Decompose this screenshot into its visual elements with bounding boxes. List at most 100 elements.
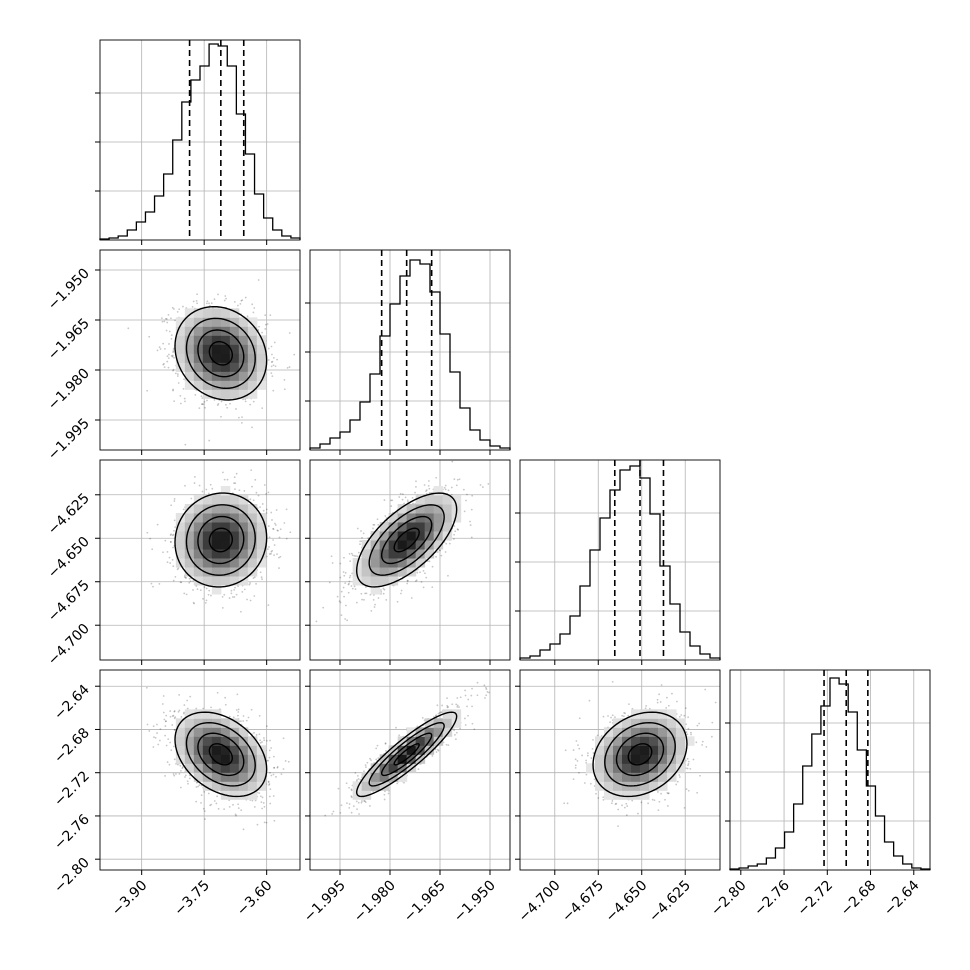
scatter-point xyxy=(267,347,270,350)
scatter-point xyxy=(438,549,441,551)
scatter-point xyxy=(431,586,434,589)
scatter-point xyxy=(267,604,270,607)
scatter-point xyxy=(202,403,205,406)
density-bin xyxy=(256,549,267,559)
density-bin xyxy=(220,380,231,390)
density-bin xyxy=(211,549,222,559)
density-bin xyxy=(247,362,258,372)
density-bin xyxy=(184,549,195,559)
density-bin xyxy=(229,531,240,541)
scatter-point xyxy=(283,379,286,381)
scatter-point xyxy=(168,353,170,356)
scatter-point xyxy=(279,555,282,558)
density-bin xyxy=(424,549,435,559)
density-bin xyxy=(370,531,381,541)
density-bin xyxy=(442,522,453,532)
scatter-point xyxy=(207,492,210,495)
scatter-point xyxy=(428,560,431,563)
scatter-point xyxy=(344,618,347,620)
scatter-point xyxy=(283,522,286,524)
density-bin xyxy=(370,549,381,559)
scatter-point xyxy=(349,574,352,577)
scatter-point xyxy=(163,362,165,365)
scatter-point xyxy=(270,345,273,348)
scatter-point xyxy=(248,583,251,586)
scatter-point xyxy=(415,480,417,483)
scatter-point xyxy=(229,402,231,405)
scatter-point xyxy=(173,308,175,310)
scatter-point xyxy=(422,586,425,589)
scatter-point xyxy=(359,543,361,546)
scatter-point xyxy=(322,606,325,609)
density-bin xyxy=(193,504,204,514)
scatter-point xyxy=(338,600,341,603)
scatter-point xyxy=(385,599,388,601)
panel-content xyxy=(100,670,300,870)
scatter-point xyxy=(354,588,357,591)
scatter-point xyxy=(201,403,204,406)
density-bin xyxy=(193,362,204,372)
density-bin xyxy=(220,344,231,354)
scatter-point xyxy=(285,537,288,540)
scatter-point xyxy=(428,487,431,490)
density-bin xyxy=(247,558,258,568)
scatter-point xyxy=(230,589,233,592)
density-bin xyxy=(220,308,231,318)
axes-frame xyxy=(309,249,511,451)
density-bin xyxy=(202,380,213,390)
scatter-point xyxy=(225,297,227,300)
density-bin xyxy=(256,531,267,541)
scatter-point xyxy=(193,602,196,605)
scatter-point xyxy=(169,534,172,537)
scatter-point xyxy=(390,499,392,502)
scatter-point xyxy=(195,585,198,587)
scatter-point xyxy=(233,596,236,598)
scatter-point xyxy=(384,515,387,517)
scatter-point xyxy=(163,366,166,369)
density-bin xyxy=(193,522,204,532)
scatter-point xyxy=(223,478,226,481)
density-bin xyxy=(256,362,267,372)
scatter-point xyxy=(268,546,270,548)
scatter-point xyxy=(271,549,274,552)
scatter-point xyxy=(165,744,168,747)
scatter-point xyxy=(244,296,247,299)
density-bin xyxy=(175,549,186,559)
density-bin xyxy=(370,576,381,586)
scatter-point xyxy=(273,544,276,546)
scatter-point xyxy=(289,531,292,534)
scatter-point xyxy=(243,588,246,591)
density-bin xyxy=(415,504,426,514)
scatter-point xyxy=(272,356,275,359)
scatter-point xyxy=(379,589,382,591)
scatter-point xyxy=(455,484,458,487)
density-bin xyxy=(388,567,399,577)
scatter-point xyxy=(240,421,243,424)
scatter-point xyxy=(415,579,418,582)
contour-level-1 xyxy=(197,329,245,378)
scatter-point xyxy=(380,593,382,595)
scatter-point xyxy=(270,372,273,375)
scatter-point xyxy=(172,388,175,391)
scatter-point xyxy=(221,595,224,598)
contour-level-0 xyxy=(208,527,233,553)
scatter-point xyxy=(425,489,428,492)
scatter-point xyxy=(173,710,176,713)
density-bin xyxy=(175,513,186,523)
scatter-point xyxy=(349,560,352,563)
scatter-point xyxy=(451,460,454,463)
scatter-point xyxy=(411,497,414,499)
contour-level-3 xyxy=(174,492,268,588)
scatter-point xyxy=(172,348,175,351)
scatter-point xyxy=(228,805,231,808)
contour-level-2 xyxy=(185,317,256,390)
histogram-step xyxy=(99,43,301,240)
density-bin xyxy=(238,389,249,399)
scatter-point xyxy=(367,537,370,540)
density-bin xyxy=(175,540,186,550)
density-bin xyxy=(361,567,372,577)
density-bin xyxy=(229,558,240,568)
scatter-point xyxy=(238,489,241,492)
scatter-point xyxy=(342,586,345,589)
scatter-point xyxy=(279,528,282,531)
